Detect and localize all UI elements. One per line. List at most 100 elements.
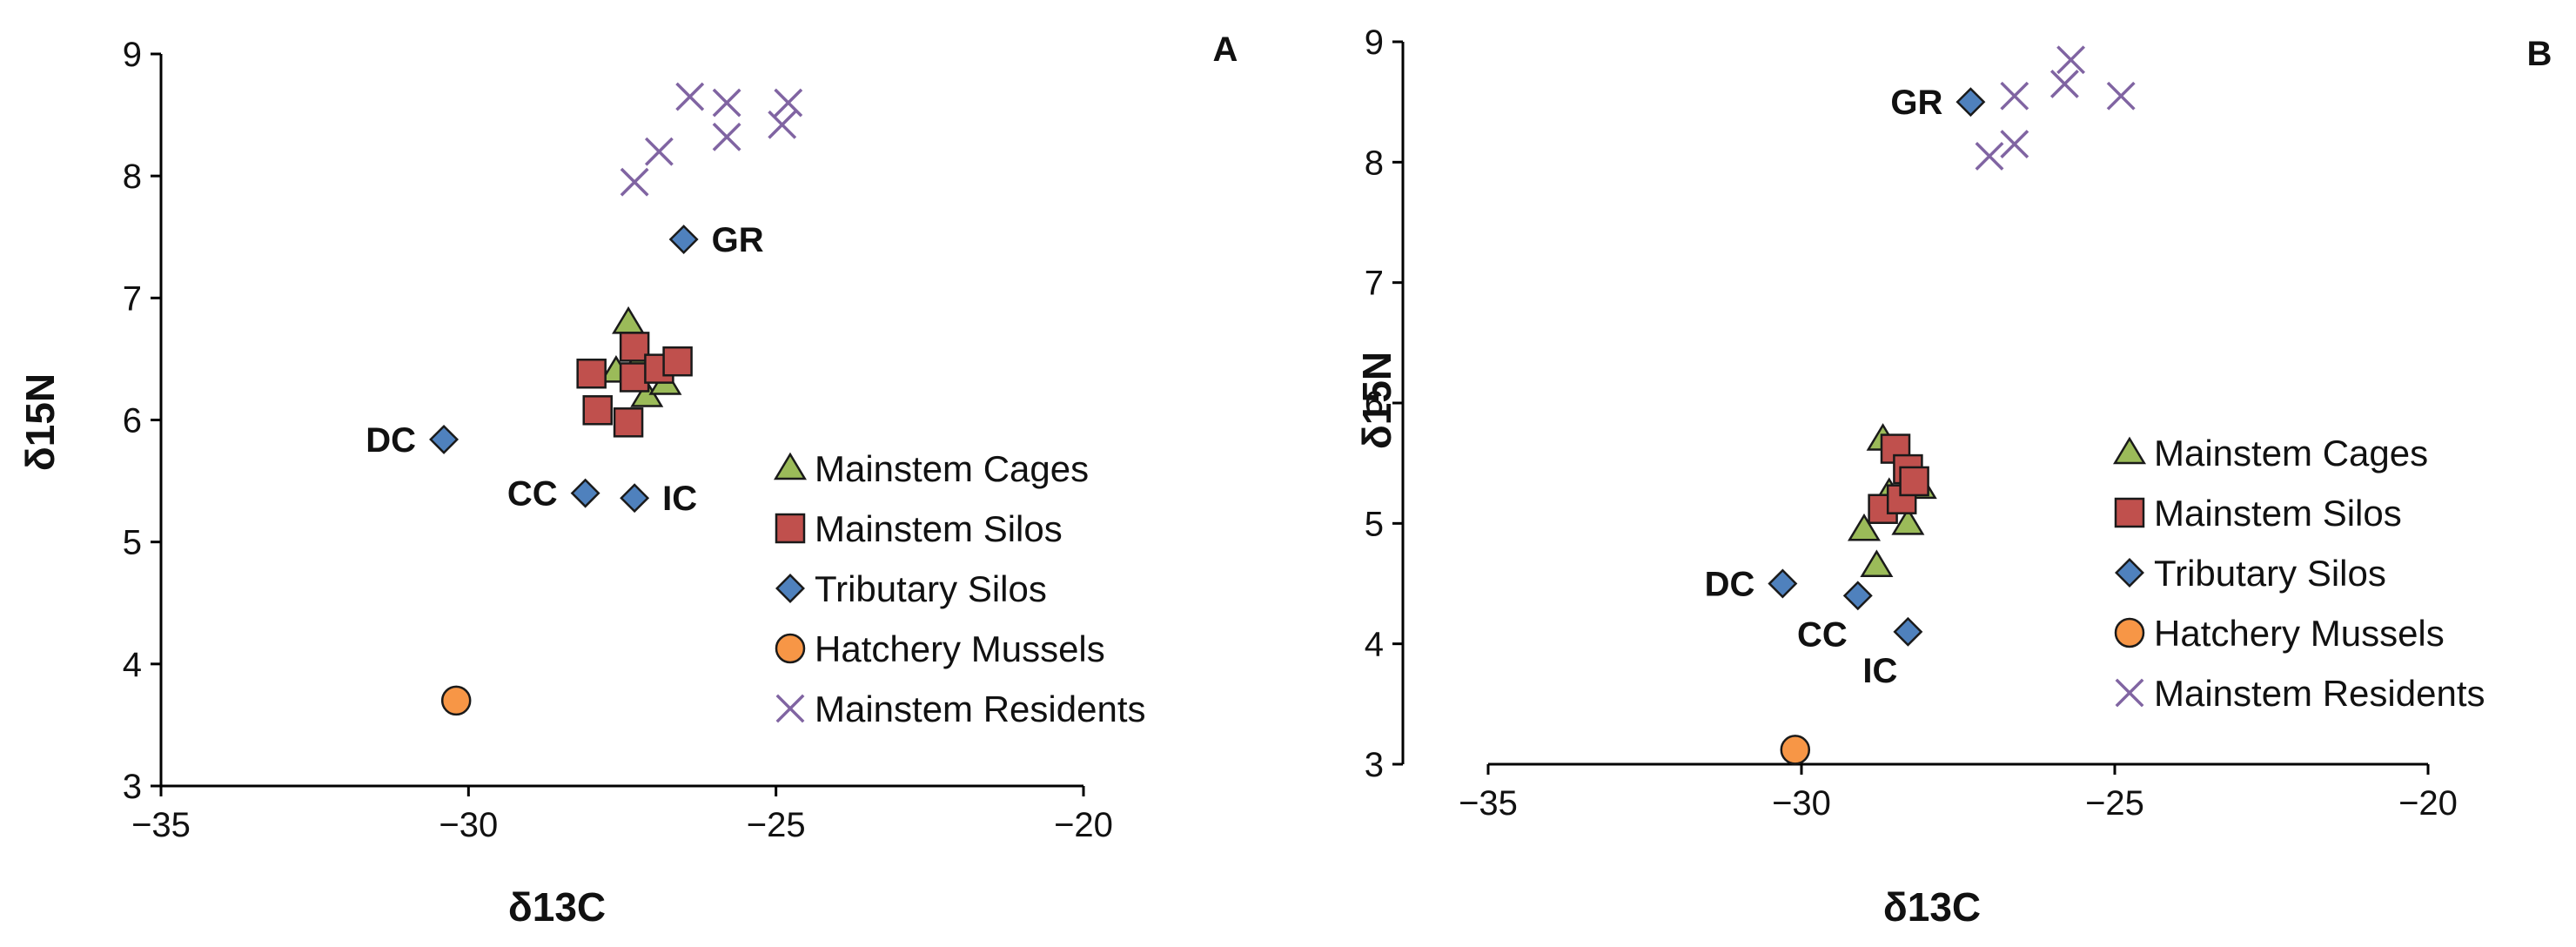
data-point — [570, 478, 600, 508]
y-axis-title: δ15N — [17, 373, 63, 471]
x-tick-label: −20 — [2398, 784, 2458, 823]
x-tick-label: −25 — [747, 806, 806, 844]
legend-marker — [2114, 497, 2145, 528]
data-point — [619, 362, 650, 393]
data-point — [1860, 549, 1894, 577]
legend: Mainstem Cages Mainstem Silos Tributary Si… — [773, 448, 1145, 729]
y-axis-title: δ15N — [1354, 352, 1399, 449]
data-point — [1955, 87, 1986, 118]
series-mainstem-silos — [576, 332, 693, 438]
y-tick-label: 6 — [1365, 385, 1384, 423]
point-label-ic: IC — [662, 480, 697, 518]
series-mainstem-residents — [620, 82, 803, 197]
legend-marker — [775, 574, 805, 603]
data-point — [644, 137, 674, 166]
y-tick-label: 4 — [1365, 626, 1384, 664]
data-point — [712, 122, 741, 151]
data-point — [2000, 81, 2029, 111]
data-point — [1891, 507, 1925, 535]
x-tick-label: −30 — [439, 806, 498, 844]
point-label-cc: CC — [1797, 615, 1848, 654]
y-tick-label: 9 — [123, 36, 142, 74]
data-point — [1842, 581, 1873, 611]
data-point — [620, 167, 649, 197]
data-point — [1768, 568, 1798, 599]
data-point — [2000, 130, 2029, 159]
data-point — [1893, 616, 1923, 647]
legend-marker — [2115, 558, 2144, 588]
legend-label: Mainstem Silos — [2154, 493, 2402, 534]
y-tick-label: 3 — [123, 768, 142, 806]
x-axis-title: δ13C — [1883, 884, 1981, 930]
legend-label: Hatchery Mussels — [815, 628, 1105, 669]
point-label-gr: GR — [712, 221, 764, 259]
series-tributary-silos — [429, 225, 699, 514]
data-point — [774, 88, 803, 118]
x-tick-label: −35 — [1459, 784, 1518, 823]
series-mainstem-residents — [1975, 45, 2136, 171]
legend-marker — [2114, 617, 2145, 648]
x-tick-label: −30 — [1772, 784, 1831, 823]
panel-letter: A — [1213, 30, 1238, 69]
y-tick-label: 3 — [1365, 746, 1384, 784]
x-tick-label: −35 — [131, 806, 191, 844]
data-point — [662, 346, 693, 377]
data-point — [2049, 69, 2079, 98]
data-point — [576, 358, 607, 389]
data-point — [2056, 45, 2086, 75]
point-label-dc: DC — [366, 421, 416, 460]
legend-label: Mainstem Cages — [2154, 433, 2428, 474]
y-tick-label: 6 — [123, 402, 142, 440]
data-point — [1899, 466, 1929, 497]
y-tick-label: 7 — [1365, 265, 1384, 303]
panel-letter: B — [2527, 35, 2553, 73]
legend-marker — [775, 633, 806, 664]
data-point — [440, 685, 472, 716]
legend-marker — [2115, 678, 2144, 708]
data-point — [1780, 735, 1811, 765]
data-point — [612, 306, 646, 334]
series-hatchery-mussels — [1780, 735, 1811, 765]
x-axis-title: δ13C — [508, 884, 606, 930]
series-hatchery-mussels — [440, 685, 472, 716]
y-tick-label: 8 — [123, 158, 142, 196]
data-point — [675, 82, 705, 111]
legend-marker — [773, 452, 808, 480]
series-mainstem-silos — [1868, 433, 1929, 524]
legend-label: Mainstem Silos — [815, 508, 1063, 549]
chart-panel-a: 3 4 5 6 7 8 9 −35 −30 −25 −20 δ13C δ15N A GR DC CC IC Main… — [17, 30, 1238, 930]
point-label-gr: GR — [1890, 84, 1942, 122]
legend-marker — [775, 513, 806, 544]
data-point — [582, 395, 613, 426]
y-tick-label: 4 — [123, 646, 142, 684]
y-tick-label: 7 — [123, 279, 142, 318]
legend: Mainstem Cages Mainstem Silos Tributary Si… — [2112, 433, 2485, 714]
legend-label: Mainstem Residents — [2154, 673, 2485, 714]
x-tick-label: −20 — [1054, 806, 1113, 844]
y-tick-label: 5 — [123, 524, 142, 562]
series-tributary-silos — [1768, 87, 1986, 647]
data-point — [1975, 141, 2004, 171]
data-point — [619, 332, 650, 362]
legend-label: Tributary Silos — [815, 568, 1047, 609]
chart-panel-b: 3 4 5 6 7 8 9 −35 −30 −25 −20 δ13C δ15N B GR DC CC IC Main… — [1354, 24, 2552, 930]
y-tick-label: 9 — [1365, 24, 1384, 62]
legend-label: Mainstem Cages — [815, 448, 1089, 489]
data-point — [620, 483, 650, 514]
data-point — [2106, 81, 2136, 111]
y-tick-label: 8 — [1365, 144, 1384, 182]
data-point — [1847, 513, 1882, 541]
data-point — [613, 407, 644, 438]
data-point — [429, 424, 460, 454]
legend-label: Mainstem Residents — [815, 688, 1145, 729]
point-label-ic: IC — [1862, 652, 1897, 690]
point-label-cc: CC — [507, 475, 558, 514]
y-tick-label: 5 — [1365, 505, 1384, 543]
point-label-dc: DC — [1705, 566, 1755, 604]
data-point — [668, 225, 699, 255]
legend-label: Tributary Silos — [2154, 553, 2386, 594]
data-point — [712, 88, 741, 118]
legend-label: Hatchery Mussels — [2154, 613, 2445, 654]
x-tick-label: −25 — [2085, 784, 2144, 823]
